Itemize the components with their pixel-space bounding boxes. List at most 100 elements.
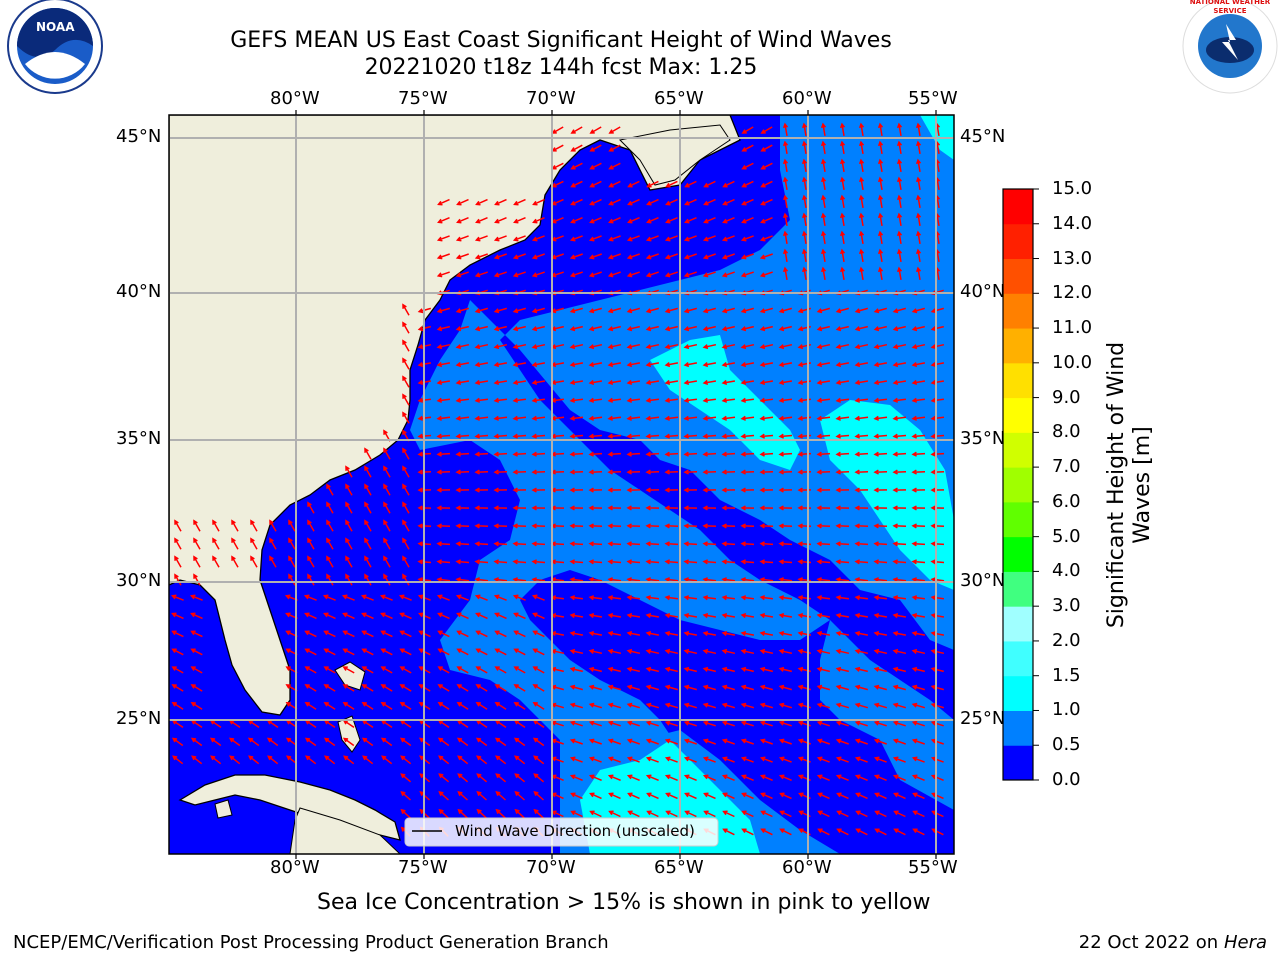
left-lat-label: 35°N — [116, 428, 162, 449]
wind-arrow — [305, 755, 317, 765]
wind-arrow — [229, 755, 241, 765]
wind-arrow — [873, 523, 888, 529]
wind-arrow — [854, 433, 869, 439]
wind-arrow — [892, 541, 907, 547]
wind-arrow — [608, 180, 621, 188]
wind-arrow — [645, 253, 659, 260]
wind-arrow — [645, 577, 660, 583]
wind-arrow — [801, 194, 808, 209]
wind-arrow — [873, 738, 887, 745]
wind-arrow — [474, 253, 488, 260]
wind-arrow — [456, 666, 469, 674]
wind-arrow — [816, 469, 831, 475]
wind-arrow — [759, 648, 774, 655]
wind-arrow — [835, 469, 850, 475]
wind-arrow — [190, 612, 203, 620]
wind-arrow — [569, 666, 583, 673]
wind-arrow — [645, 648, 660, 655]
wind-arrow — [494, 612, 507, 620]
wind-arrow — [455, 235, 469, 242]
wind-arrow — [854, 666, 868, 673]
wind-arrow — [892, 684, 906, 691]
wind-arrow — [778, 325, 792, 332]
wind-arrow — [345, 465, 353, 478]
wind-arrow — [626, 630, 641, 636]
wind-arrow — [380, 648, 393, 656]
wind-arrow — [569, 451, 584, 457]
colorbar-tick-label: 12.0 — [1052, 282, 1093, 304]
wind-arrow — [402, 501, 410, 514]
wind-arrow — [759, 559, 774, 565]
wind-arrow — [721, 451, 736, 457]
wind-arrow — [702, 541, 717, 547]
noaa-logo — [7, 0, 103, 94]
wind-arrow — [269, 519, 277, 532]
wind-arrow — [398, 594, 412, 601]
wind-arrow — [402, 393, 410, 406]
left-lat-label: 30°N — [116, 570, 162, 591]
colorbar-segment — [1003, 432, 1033, 468]
wind-arrow — [607, 271, 621, 278]
wind-arrow — [307, 573, 315, 586]
wind-arrow — [721, 612, 736, 619]
wind-arrow — [589, 126, 602, 134]
wind-arrow — [608, 126, 621, 134]
wind-arrow — [456, 217, 469, 224]
legend-box — [404, 817, 719, 847]
wind-arrow — [911, 702, 926, 709]
wind-arrow — [759, 577, 774, 583]
wind-arrow — [570, 198, 583, 206]
wind-arrow — [532, 684, 545, 692]
wind-arrow — [779, 828, 792, 836]
wind-arrow — [721, 469, 736, 475]
wind-arrow — [380, 684, 393, 692]
wind-arrow — [171, 630, 184, 638]
wind-arrow — [645, 235, 659, 242]
wind-arrow — [873, 415, 888, 421]
wind-arrow — [892, 648, 907, 655]
wind-arrow — [873, 469, 888, 475]
top-lon-label: 60°W — [782, 88, 832, 109]
wind-arrow — [782, 194, 789, 209]
wind-arrow — [569, 648, 584, 655]
wind-arrow — [722, 828, 735, 836]
wind-arrow — [893, 828, 906, 836]
wind-arrow — [930, 595, 945, 601]
wind-arrow — [683, 541, 698, 547]
wind-arrow — [873, 487, 888, 493]
wind-arrow — [741, 162, 754, 170]
wind-arrow — [474, 577, 489, 583]
wind-arrow — [702, 325, 716, 332]
wind-arrow — [911, 630, 926, 636]
tick-marks — [295, 110, 937, 859]
wind-arrow — [494, 737, 507, 747]
wind-arrow — [588, 666, 602, 673]
colorbar-segment — [1003, 397, 1033, 433]
colorbar-segment — [1003, 467, 1033, 503]
wind-arrow — [683, 469, 698, 475]
wind-arrow — [816, 362, 831, 368]
wind-arrow — [911, 756, 925, 763]
colorbar-tick-label: 15.0 — [1052, 178, 1093, 199]
wind-arrow — [437, 648, 450, 656]
wind-arrow — [722, 217, 735, 224]
wind-arrow — [456, 630, 469, 638]
wind-arrow — [664, 612, 679, 619]
wind-arrow — [740, 774, 754, 781]
wind-arrow — [342, 701, 355, 710]
wind-arrow — [626, 397, 641, 403]
wind-arrow — [702, 362, 717, 368]
wind-arrow — [816, 630, 831, 636]
wind-arrow — [345, 519, 353, 532]
wind-arrow — [877, 248, 884, 263]
wind-arrow — [399, 737, 412, 747]
wind-arrow — [683, 738, 697, 745]
wind-arrow — [892, 325, 906, 332]
wind-arrow — [930, 325, 944, 332]
wind-arrow — [531, 469, 546, 475]
wind-arrow — [740, 702, 755, 709]
wind-arrow — [892, 702, 907, 709]
wind-arrow — [191, 755, 203, 765]
wind-arrow — [513, 684, 526, 692]
wind-arrow — [911, 451, 926, 457]
